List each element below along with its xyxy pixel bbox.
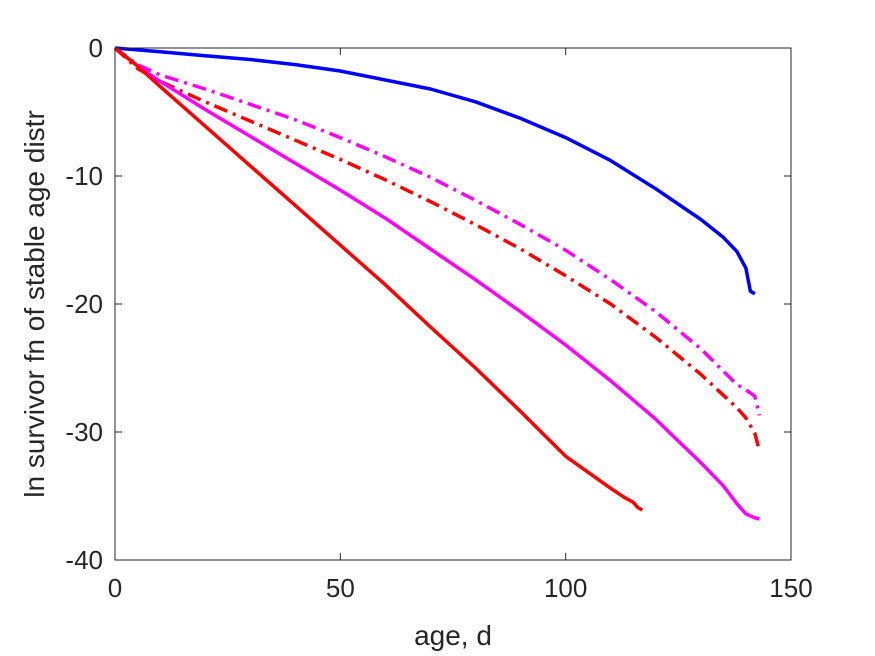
- series-line-2: [113, 46, 762, 416]
- series-line-5: [113, 46, 644, 512]
- y-tick-label: -40: [65, 545, 103, 575]
- y-tick-label: -10: [65, 161, 103, 191]
- series-layer: [113, 46, 762, 521]
- series-line-1: [114, 46, 756, 296]
- x-tick-label: 100: [544, 573, 587, 603]
- y-axis-title: ln survivor fn of stable age distr: [19, 110, 50, 498]
- ticks-layer: 0 50 100 150 0 -10 -20 -30 -40: [65, 33, 812, 603]
- x-tick-label: 0: [108, 573, 122, 603]
- x-tick-label: 50: [326, 573, 355, 603]
- y-tick-label: -30: [65, 417, 103, 447]
- y-tick-label: -20: [65, 289, 103, 319]
- y-tick-label: 0: [89, 33, 103, 63]
- plot-background: [115, 48, 791, 560]
- x-tick-label: 150: [769, 573, 812, 603]
- x-axis-title: age, d: [414, 620, 492, 651]
- series-line-4: [113, 46, 760, 521]
